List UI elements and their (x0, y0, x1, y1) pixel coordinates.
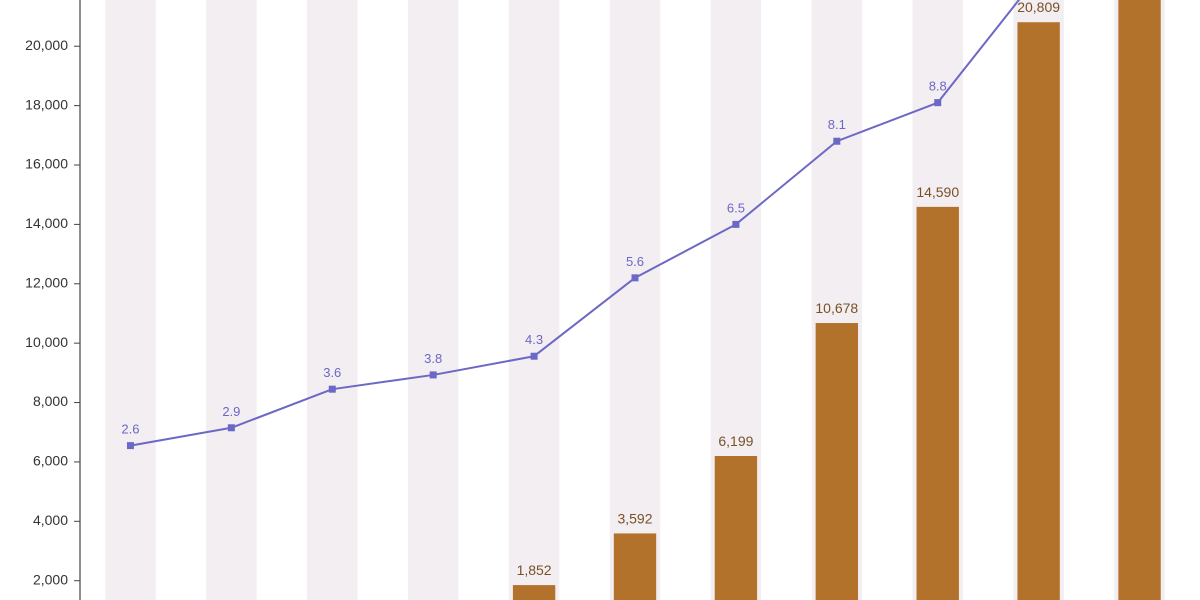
line-marker (834, 138, 840, 144)
line-value-label: 3.8 (424, 351, 442, 366)
category-band (509, 0, 559, 600)
line-marker (935, 100, 941, 106)
line-marker (430, 372, 436, 378)
line-marker (531, 353, 537, 359)
category-band (307, 0, 357, 600)
y-axis-tick-label: 14,000 (25, 215, 68, 231)
line-value-label: 4.3 (525, 332, 543, 347)
y-axis-tick-label: 12,000 (25, 274, 68, 290)
category-band (206, 0, 256, 600)
line-value-label: 8.8 (929, 79, 947, 94)
category-band (408, 0, 458, 600)
line-marker (733, 221, 739, 227)
line-marker (329, 386, 335, 392)
y-axis-tick-label: 18,000 (25, 96, 68, 112)
y-axis-tick-label: 8,000 (33, 393, 68, 409)
bar (917, 207, 959, 600)
y-axis-tick-label: 6,000 (33, 453, 68, 469)
chart-svg: 2,000 4,000 6,000 8,000 10,000 12,000 14,000 16… (0, 0, 1200, 600)
line-value-label: 3.6 (323, 365, 341, 380)
line-marker (127, 443, 133, 449)
bar-value-label: 14,590 (916, 184, 959, 200)
bar (614, 533, 656, 600)
category-band (105, 0, 155, 600)
line-value-label: 5.6 (626, 254, 644, 269)
bar (513, 585, 555, 600)
line-marker (228, 425, 234, 431)
y-axis-tick-label: 4,000 (33, 512, 68, 528)
y-axis-tick-label: 16,000 (25, 156, 68, 172)
bar (715, 456, 757, 600)
line-value-label: 2.6 (121, 422, 139, 437)
bar (1017, 22, 1059, 600)
line-marker (632, 275, 638, 281)
bar-value-label: 3,592 (617, 510, 652, 526)
y-axis-tick-label: 10,000 (25, 334, 68, 350)
bar-value-label: 6,199 (718, 433, 753, 449)
bar-value-label: 1,852 (517, 562, 552, 578)
bar (816, 323, 858, 600)
line-value-label: 8.1 (828, 117, 846, 132)
bar (1118, 0, 1160, 600)
combo-chart: 2,000 4,000 6,000 8,000 10,000 12,000 14,000 16… (0, 0, 1200, 600)
y-axis-tick-label: 20,000 (25, 37, 68, 53)
line-value-label: 2.9 (222, 404, 240, 419)
y-axis-tick-label: 2,000 (33, 571, 68, 587)
line-value-label: 6.5 (727, 200, 745, 215)
bar-value-label: 10,678 (815, 300, 858, 316)
bar-value-label: 20,809 (1017, 0, 1060, 15)
